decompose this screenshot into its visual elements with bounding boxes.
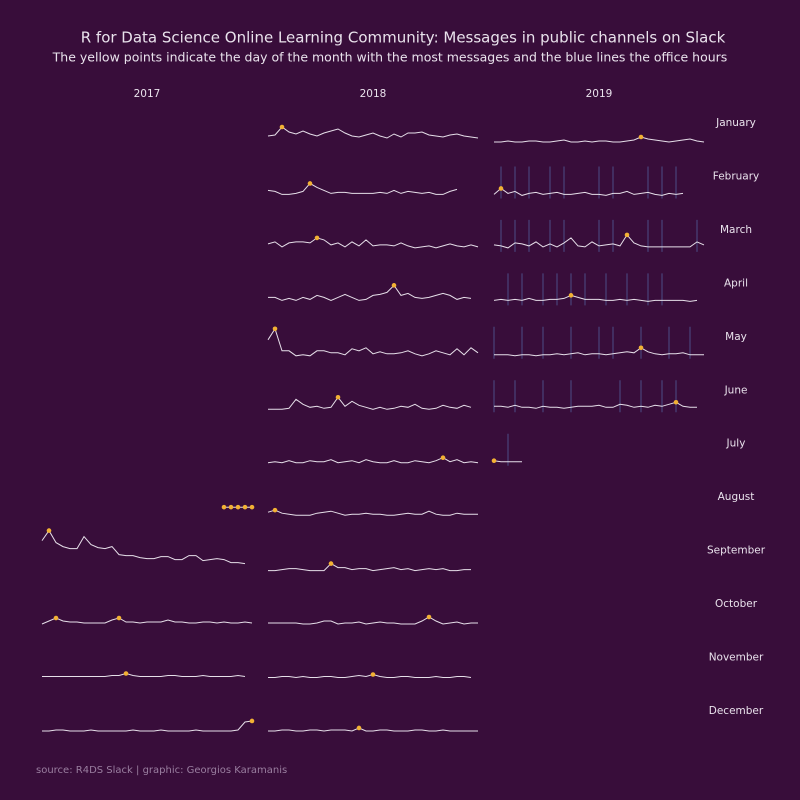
month-label: October: [715, 598, 758, 610]
peak-point: [638, 345, 644, 351]
peak-point: [242, 504, 248, 510]
year-label: 2019: [586, 88, 613, 100]
year-label: 2017: [134, 88, 161, 100]
peak-point: [272, 507, 278, 513]
message-line: [493, 460, 522, 463]
message-line: [268, 727, 478, 732]
message-line: [267, 457, 479, 464]
peak-point: [638, 134, 644, 140]
message-line: [268, 284, 472, 301]
peak-point: [249, 504, 255, 510]
peak-point: [370, 672, 376, 677]
message-line: [42, 672, 246, 677]
peak-point: [53, 615, 59, 621]
message-line: [268, 396, 472, 410]
message-line: [494, 401, 697, 409]
message-line: [42, 720, 253, 732]
peak-point: [116, 615, 122, 621]
peak-point: [228, 504, 234, 510]
month-label: December: [709, 705, 764, 717]
message-line: [494, 136, 705, 143]
peak-point: [356, 725, 362, 731]
message-line: [41, 617, 253, 625]
message-line: [267, 509, 478, 516]
month-label: November: [709, 652, 764, 664]
peak-point: [46, 528, 52, 533]
month-label: August: [718, 491, 755, 503]
caption: source: R4DS Slack | graphic: Georgios K…: [36, 765, 287, 776]
peak-point: [272, 326, 278, 332]
peak-point: [673, 399, 679, 405]
peak-point: [314, 235, 320, 241]
peak-point: [491, 458, 497, 464]
peak-point: [123, 671, 129, 676]
peak-point: [328, 561, 334, 566]
message-line: [268, 673, 472, 679]
peak-point: [249, 718, 255, 724]
month-label: September: [707, 545, 766, 557]
chart-title: R for Data Science Online Learning Commu…: [81, 29, 726, 47]
message-line: [41, 529, 246, 565]
message-line: [268, 616, 478, 625]
message-line: [493, 187, 684, 196]
month-label: May: [725, 331, 747, 343]
peak-point: [221, 504, 227, 510]
month-label: June: [724, 384, 748, 396]
peak-point: [624, 232, 630, 238]
peak-point: [440, 455, 446, 461]
message-line: [267, 237, 479, 249]
message-line: [268, 562, 471, 572]
peak-point: [498, 186, 504, 191]
peak-point: [426, 614, 432, 620]
peak-point: [391, 283, 397, 288]
peak-point: [568, 293, 574, 298]
message-line: [493, 234, 705, 249]
month-label: January: [715, 117, 756, 129]
message-line: [267, 182, 458, 195]
message-line: [267, 126, 479, 139]
month-label: April: [724, 277, 748, 289]
message-line: [493, 294, 698, 302]
peak-point: [279, 124, 285, 130]
message-line: [267, 327, 479, 357]
year-label: 2018: [360, 88, 387, 100]
peak-point: [307, 181, 313, 186]
month-label: July: [726, 438, 746, 450]
month-label: February: [713, 170, 760, 182]
peak-point: [335, 394, 341, 400]
chart-subtitle: The yellow points indicate the day of th…: [52, 50, 728, 65]
month-label: March: [720, 224, 752, 236]
peak-point: [235, 504, 241, 510]
message-line: [494, 347, 704, 357]
